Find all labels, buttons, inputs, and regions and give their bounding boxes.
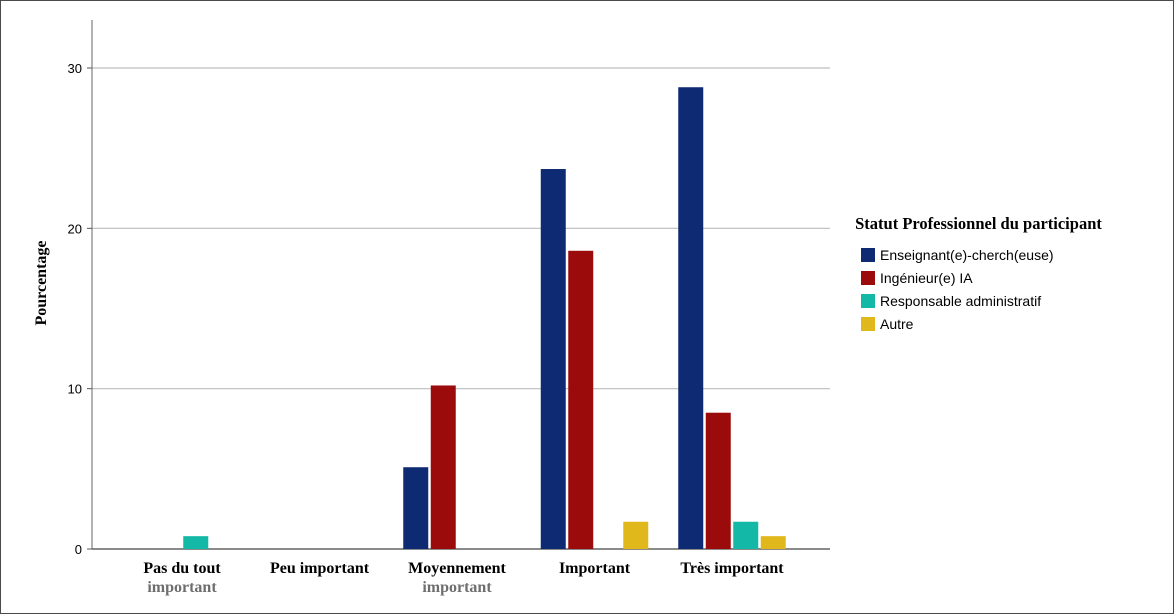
legend-item: Ingénieur(e) IA [846, 266, 1111, 289]
bars [183, 87, 786, 550]
bar-enseignant-e-cherch-euse--2 [403, 467, 429, 549]
x-tick-label: Important [559, 560, 631, 577]
x-tick-label: Pas du tout [143, 560, 221, 577]
y-axis-label: Pourcentage [33, 240, 50, 325]
bar-responsable-administratif-0 [183, 536, 209, 549]
legend-title: Statut Professionnel du participant [855, 214, 1102, 233]
axis-labels: 0 10 20 30 Pas du tout important Peu important… [68, 61, 785, 596]
legend-item: Autre [846, 312, 1111, 335]
legend-item: Responsable administratif [846, 289, 1111, 312]
y-tick-label: 20 [68, 221, 82, 236]
legend-swatch [861, 316, 875, 331]
x-tick-label: Moyennement [408, 560, 506, 577]
bar-enseignant-e-cherch-euse--3 [540, 169, 566, 549]
x-tick-label: important [422, 579, 492, 596]
x-tick-label: Peu important [270, 560, 370, 577]
legend-item: Enseignant(e)-cherch(euse) [846, 243, 1111, 266]
legend-label: Responsable administratif [880, 292, 1042, 309]
y-tick-label: 0 [75, 542, 82, 557]
legend-swatch [861, 270, 875, 285]
bar-autre-3 [623, 521, 649, 549]
legend: Statut Professionnel du participant Ense… [846, 213, 1111, 335]
y-tick-label: 30 [68, 61, 82, 76]
bar-ing-nieur-e-ia-4 [705, 412, 731, 549]
legend-items: Enseignant(e)-cherch(euse) Ingénieur(e) I… [846, 243, 1111, 335]
bar-ing-nieur-e-ia-2 [430, 385, 456, 549]
legend-swatch [861, 247, 875, 262]
legend-label: Ingénieur(e) IA [880, 269, 973, 286]
bar-ing-nieur-e-ia-3 [568, 250, 594, 549]
x-tick-label: important [147, 579, 217, 596]
x-tick-label: Très important [680, 560, 784, 577]
legend-swatch [861, 293, 875, 308]
y-tick-label: 10 [68, 382, 82, 397]
bar-enseignant-e-cherch-euse--4 [678, 87, 704, 550]
legend-label: Autre [880, 315, 914, 332]
legend-label: Enseignant(e)-cherch(euse) [880, 246, 1054, 263]
bar-responsable-administratif-4 [733, 521, 759, 549]
grid-lines [92, 67, 830, 390]
bar-autre-4 [760, 536, 786, 549]
